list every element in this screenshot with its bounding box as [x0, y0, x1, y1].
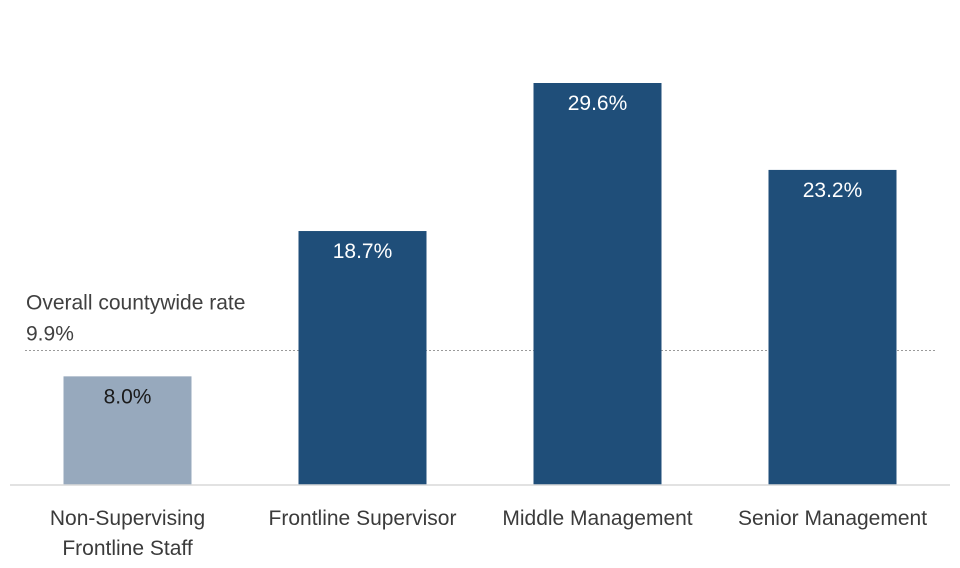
reference-line-group: Overall countywide rate 9.9%: [25, 292, 935, 352]
countywide-rate-label: Overall countywide rate: [26, 292, 245, 315]
bars-group: 8.0% 18.7% 29.6% 23.2%: [63, 83, 897, 485]
bar-value-label-1: 8.0%: [104, 385, 152, 408]
category-label-1-line-1: Non-Supervising: [50, 507, 205, 530]
countywide-rate-value: 9.9%: [26, 323, 74, 346]
bar-4: [768, 169, 897, 485]
bar-3: [533, 83, 662, 485]
bar-value-label-4: 23.2%: [803, 179, 863, 202]
bar-value-label-2: 18.7%: [333, 240, 393, 263]
category-label-1-line-2: Frontline Staff: [62, 537, 193, 560]
bar-value-label-3: 29.6%: [568, 92, 628, 115]
category-label-4: Senior Management: [738, 507, 927, 530]
bar-1: [63, 376, 192, 485]
category-labels-group: Non-Supervising Frontline Staff Frontline …: [50, 507, 927, 560]
bar-2: [298, 231, 427, 485]
category-label-2: Frontline Supervisor: [269, 507, 457, 530]
category-label-3: Middle Management: [502, 507, 692, 530]
